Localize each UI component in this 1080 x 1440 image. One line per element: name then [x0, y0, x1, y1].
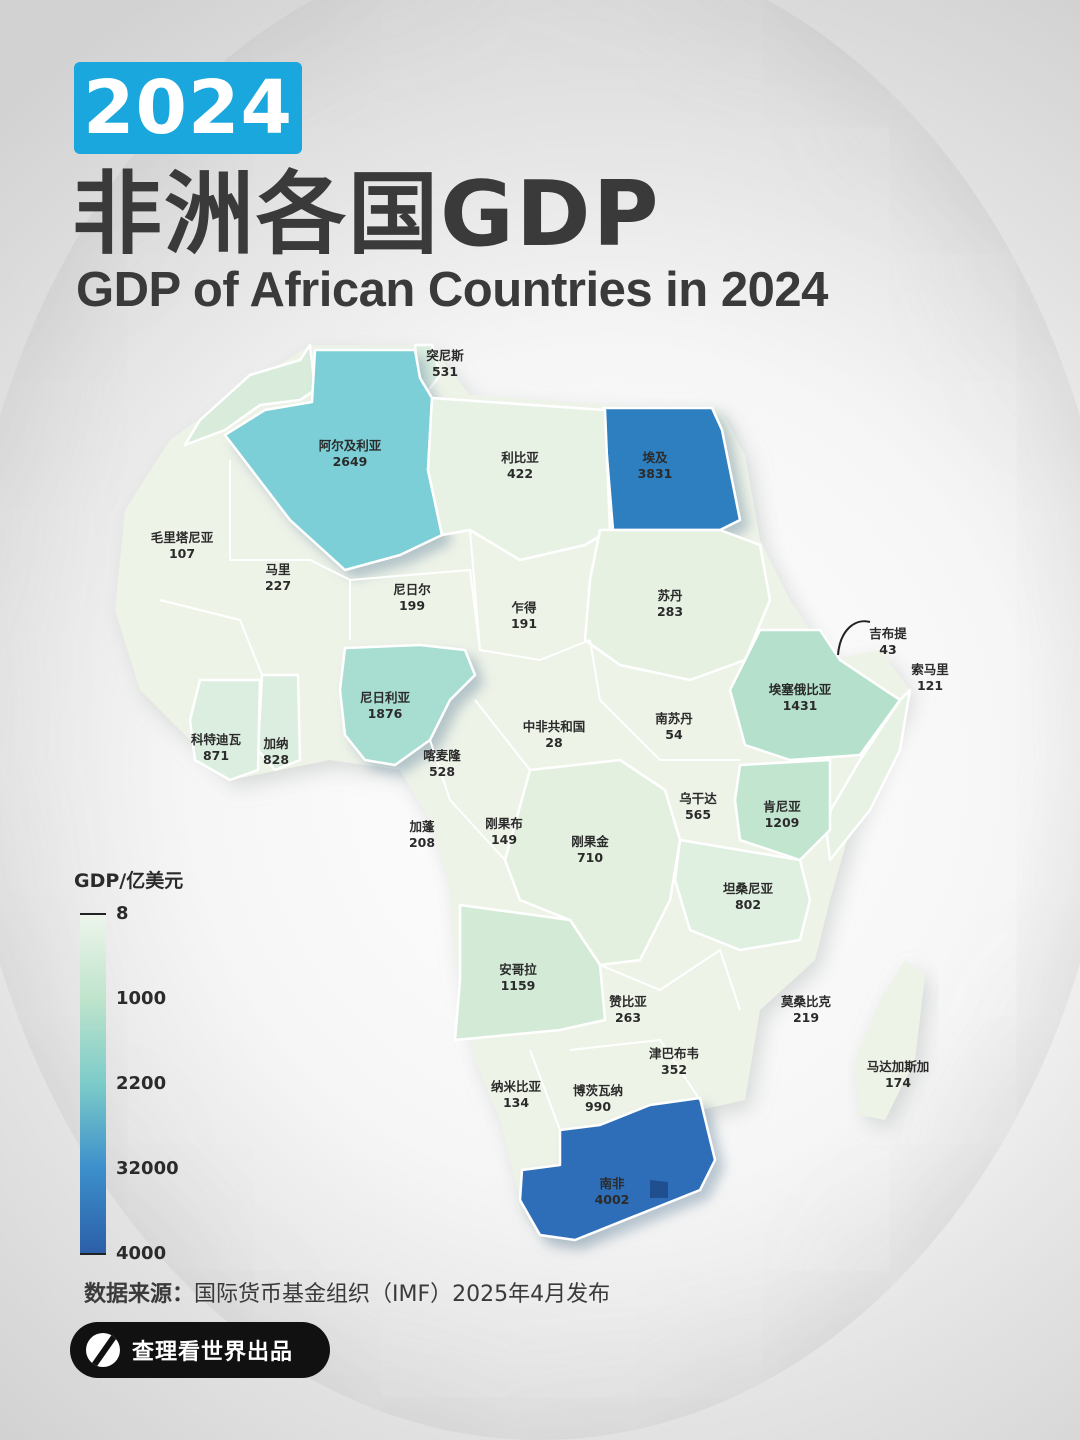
country-gdp-value: 990 [585, 1099, 611, 1114]
country-name-label: 马达加斯加 [867, 1059, 930, 1074]
country-libya [426, 396, 612, 562]
country-name-label: 苏丹 [657, 588, 683, 603]
country-gdp-value: 710 [577, 850, 603, 865]
country-gdp-value: 263 [615, 1010, 641, 1025]
country-drc [503, 758, 682, 967]
country-name-label: 尼日尔 [393, 582, 431, 597]
legend-color-bar [80, 914, 106, 1254]
country-south-africa [518, 1096, 717, 1242]
country-cote-divoire [188, 678, 262, 782]
country-gdp-value: 54 [665, 727, 683, 742]
country-somalia [823, 688, 912, 862]
country-name-label: 津巴布韦 [649, 1046, 699, 1061]
country-sudan [583, 528, 772, 682]
country-gdp-value: 4002 [595, 1192, 630, 1207]
country-gdp-value: 1876 [368, 706, 403, 721]
country-name-label: 突尼斯 [426, 348, 464, 363]
country-name-label: 刚果布 [485, 816, 523, 831]
country-name-label: 刚果金 [571, 834, 609, 849]
country-gdp-value: 227 [265, 578, 291, 593]
country-name-label: 中非共和国 [523, 719, 586, 734]
country-ethiopia [728, 628, 902, 762]
legend-label-5: 4000 [116, 1243, 167, 1264]
country-name-label: 喀麦隆 [423, 748, 461, 763]
country-gdp-value: 565 [685, 807, 711, 822]
country-name-label: 利比亚 [501, 450, 539, 465]
data-source: 数据来源：国际货币基金组织（IMF）2025年4月发布 [84, 1276, 610, 1308]
country-name-label: 索马里 [911, 662, 949, 677]
country-gdp-value: 1159 [501, 978, 536, 993]
legend-label-3: 2200 [116, 1073, 167, 1094]
country-gdp-value: 3831 [638, 466, 673, 481]
country-name-label: 纳米比亚 [491, 1079, 542, 1094]
country-morocco [183, 343, 317, 447]
source-text: 国际货币基金组织（IMF）2025年4月发布 [194, 1282, 611, 1307]
lesotho-hole [650, 1180, 668, 1198]
country-gdp-value: 1431 [783, 698, 818, 713]
country-gdp-value: 208 [409, 835, 435, 850]
page-title: 非洲各国GDP [72, 162, 661, 267]
country-name-label: 科特迪瓦 [191, 732, 242, 747]
djibouti-callout-arc [837, 620, 871, 656]
country-gdp-value: 871 [203, 748, 229, 763]
legend-tick-bottom [80, 1253, 106, 1255]
country-gdp-value: 149 [491, 832, 517, 847]
country-name-label: 博茨瓦纳 [573, 1083, 623, 1098]
country-gdp-value: 528 [429, 764, 455, 779]
country-gdp-value: 199 [399, 598, 425, 613]
country-gdp-value: 28 [545, 735, 562, 750]
country-gdp-value: 828 [263, 752, 289, 767]
country-borders [159, 460, 741, 1131]
country-name-label: 南非 [599, 1176, 625, 1191]
country-algeria [223, 348, 444, 572]
country-name-label: 埃塞俄比亚 [769, 682, 832, 697]
legend-label-1: 8 [116, 903, 129, 924]
country-gdp-value: 107 [169, 546, 195, 561]
country-name-label: 阿尔及利亚 [319, 438, 382, 453]
country-tanzania [673, 838, 812, 952]
page-subtitle: GDP of African Countries in 2024 [76, 263, 828, 317]
year-badge: 2024 [74, 62, 302, 154]
country-gdp-value: 219 [793, 1010, 819, 1025]
country-gdp-value: 121 [917, 678, 943, 693]
country-name-label: 南苏丹 [655, 711, 693, 726]
country-name-label: 埃及 [642, 450, 668, 465]
source-label: 数据来源： [84, 1282, 195, 1307]
country-gdp-value: 352 [661, 1062, 687, 1077]
country-name-label: 尼日利亚 [360, 690, 411, 705]
legend-label-2: 1000 [116, 988, 167, 1009]
country-name-label: 赞比亚 [608, 994, 647, 1009]
country-gdp-value: 802 [735, 897, 761, 912]
country-gdp-value: 174 [885, 1075, 911, 1090]
country-name-label: 吉布提 [869, 626, 907, 641]
legend-label-4: 32000 [116, 1158, 179, 1179]
country-gdp-value: 283 [657, 604, 683, 619]
country-angola [453, 903, 607, 1042]
brand-badge: 查理看世界出品 [70, 1322, 330, 1378]
madagascar-shape [855, 960, 925, 1120]
country-name-label: 安哥拉 [499, 962, 537, 977]
country-name-label: 乍得 [511, 600, 537, 615]
country-gdp-value: 43 [879, 642, 896, 657]
country-name-label: 坦桑尼亚 [723, 881, 774, 896]
country-name-label: 加纳 [262, 736, 288, 751]
country-gdp-value: 531 [432, 364, 458, 379]
brand-text: 查理看世界出品 [132, 1340, 294, 1365]
country-gdp-value: 191 [511, 616, 537, 631]
country-gdp-value: 134 [503, 1095, 529, 1110]
country-name-label: 毛里塔尼亚 [151, 530, 214, 545]
country-gdp-value: 2649 [333, 454, 368, 469]
legend-tick-top [80, 913, 106, 915]
country-gdp-value: 422 [507, 466, 533, 481]
brand-logo-icon [86, 1333, 120, 1367]
legend-title: GDP/亿美元 [74, 870, 184, 892]
country-name-label: 马里 [265, 562, 291, 577]
country-gdp-value: 1209 [765, 815, 800, 830]
country-name-label: 肯尼亚 [763, 799, 801, 814]
country-name-label: 莫桑比克 [781, 994, 832, 1009]
country-name-label: 乌干达 [679, 791, 717, 806]
country-name-label: 加蓬 [408, 819, 435, 834]
